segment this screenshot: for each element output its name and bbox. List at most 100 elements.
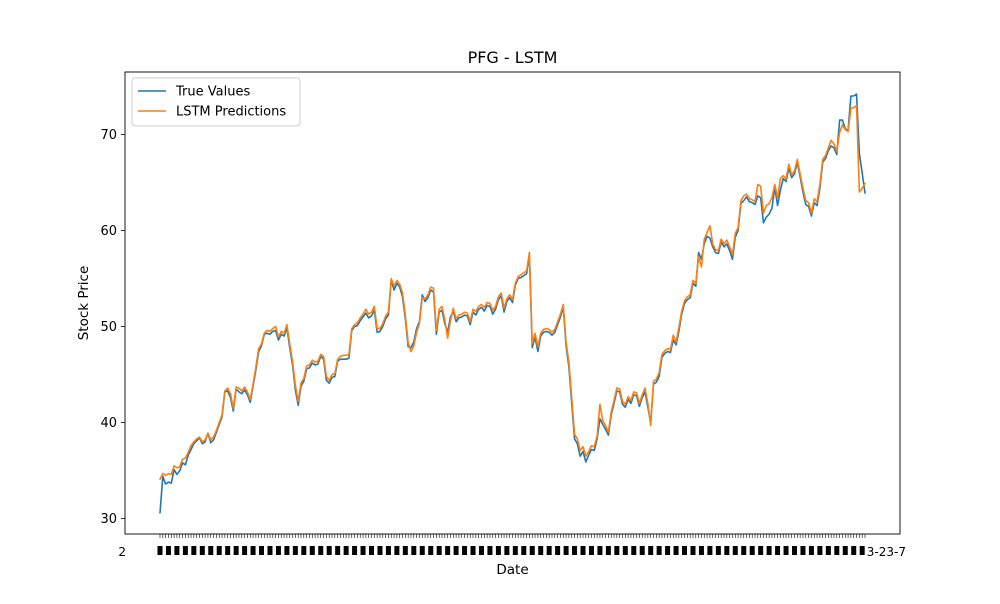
x-tick-label bbox=[504, 546, 510, 555]
x-tick-label bbox=[360, 546, 366, 555]
y-tick-label: 70 bbox=[100, 128, 117, 143]
x-tick-label bbox=[462, 546, 468, 555]
x-tick-label bbox=[648, 546, 654, 555]
x-tick-label bbox=[800, 546, 806, 555]
x-tick-label bbox=[851, 546, 857, 555]
x-tick-label bbox=[394, 546, 400, 555]
x-tick-label bbox=[597, 546, 603, 555]
x-tick-label bbox=[698, 546, 704, 555]
x-tick-label bbox=[436, 546, 442, 555]
x-tick-label bbox=[580, 546, 586, 555]
plot-area: 30 40 50 60 70 2 3-23-7 bbox=[100, 71, 906, 559]
x-tick-label bbox=[732, 546, 738, 555]
x-tick-label bbox=[555, 546, 561, 555]
x-tick-label bbox=[758, 546, 764, 555]
x-tick-label bbox=[529, 546, 535, 555]
x-tick-label bbox=[673, 546, 679, 555]
x-tick-label bbox=[259, 546, 265, 555]
x-tick-label bbox=[707, 546, 713, 555]
legend-label: True Values bbox=[175, 85, 250, 100]
x-tick-label bbox=[199, 546, 205, 555]
x-tick-label bbox=[428, 546, 434, 555]
x-tick-label bbox=[665, 546, 671, 555]
series-line-lstm-predictions bbox=[159, 104, 866, 481]
x-tick-label bbox=[250, 546, 256, 555]
x-tick-label bbox=[521, 546, 527, 555]
x-tick-label bbox=[157, 546, 163, 555]
x-tick-label bbox=[724, 546, 730, 555]
x-tick-label bbox=[614, 546, 620, 555]
series-line-true-values bbox=[159, 93, 866, 514]
y-axis-label: Stock Price bbox=[76, 266, 92, 341]
x-tick-label bbox=[605, 546, 611, 555]
x-tick-label bbox=[377, 546, 383, 555]
x-tick-label bbox=[275, 546, 281, 555]
legend-box bbox=[131, 77, 301, 127]
x-tick-label bbox=[834, 546, 840, 555]
x-tick-label bbox=[487, 546, 493, 555]
x-tick-label bbox=[453, 546, 459, 555]
axes-frame bbox=[124, 71, 901, 535]
x-tick-label bbox=[792, 546, 797, 555]
x-tick-label bbox=[808, 546, 814, 555]
x-axis-label: Date bbox=[496, 562, 528, 578]
x-tick-label bbox=[165, 546, 171, 555]
x-tick-label bbox=[301, 546, 307, 555]
x-tick-label bbox=[216, 546, 222, 555]
x-tick-label bbox=[343, 546, 349, 555]
x-tick-label bbox=[369, 546, 374, 555]
x-tick-label bbox=[233, 546, 239, 555]
x-tick-label bbox=[191, 546, 197, 555]
x-tick-label bbox=[292, 546, 298, 555]
x-tick-label bbox=[749, 546, 755, 555]
x-tick-label bbox=[174, 546, 180, 555]
x-tick-label bbox=[411, 546, 417, 555]
x-tick-label bbox=[825, 546, 831, 555]
x-tick-label bbox=[546, 546, 552, 555]
x-tick-label bbox=[682, 546, 688, 555]
x-tick-label bbox=[563, 546, 569, 555]
y-tick-label: 40 bbox=[100, 416, 117, 431]
x-tick-label bbox=[639, 546, 645, 555]
x-tick-label bbox=[470, 546, 476, 555]
x-tick-label bbox=[766, 546, 772, 555]
x-tick-label bbox=[538, 546, 544, 555]
y-tick-label: 60 bbox=[100, 224, 117, 239]
x-tick-label bbox=[419, 546, 425, 555]
x-tick-label bbox=[182, 546, 188, 555]
x-tick-label bbox=[572, 546, 578, 555]
x-tick-label bbox=[335, 546, 341, 555]
x-tick-label bbox=[318, 546, 324, 555]
x-tick-label bbox=[242, 546, 248, 555]
x-tick-label bbox=[309, 546, 315, 555]
x-tick-label bbox=[385, 546, 391, 555]
x-tick-label: 2 bbox=[118, 545, 126, 559]
x-tick-label bbox=[512, 546, 518, 555]
x-tick-label bbox=[690, 546, 696, 555]
x-tick-label bbox=[478, 546, 484, 555]
x-tick-label bbox=[859, 546, 865, 555]
x-tick-label bbox=[588, 546, 594, 555]
x-tick-label bbox=[622, 546, 628, 555]
y-tick-label: 50 bbox=[100, 320, 117, 335]
x-tick-label bbox=[208, 546, 214, 555]
x-tick-label bbox=[775, 546, 781, 555]
x-tick-label bbox=[656, 546, 662, 555]
chart-title: PFG - LSTM bbox=[468, 48, 558, 67]
x-tick-label bbox=[284, 546, 290, 555]
x-tick-label: 3-23-7 bbox=[867, 545, 906, 559]
x-tick-label bbox=[267, 546, 273, 555]
x-tick-label bbox=[631, 546, 637, 555]
x-tick-label bbox=[326, 546, 332, 555]
legend: True Values LSTM Predictions bbox=[131, 77, 301, 127]
x-tick-label bbox=[352, 546, 358, 555]
x-tick-label bbox=[817, 546, 823, 555]
y-tick-label: 30 bbox=[100, 512, 117, 527]
x-tick-label bbox=[741, 546, 747, 555]
x-tick-label bbox=[495, 546, 501, 555]
x-tick-label bbox=[715, 546, 721, 555]
x-tick-label bbox=[445, 546, 451, 555]
x-tick-label bbox=[402, 546, 408, 555]
